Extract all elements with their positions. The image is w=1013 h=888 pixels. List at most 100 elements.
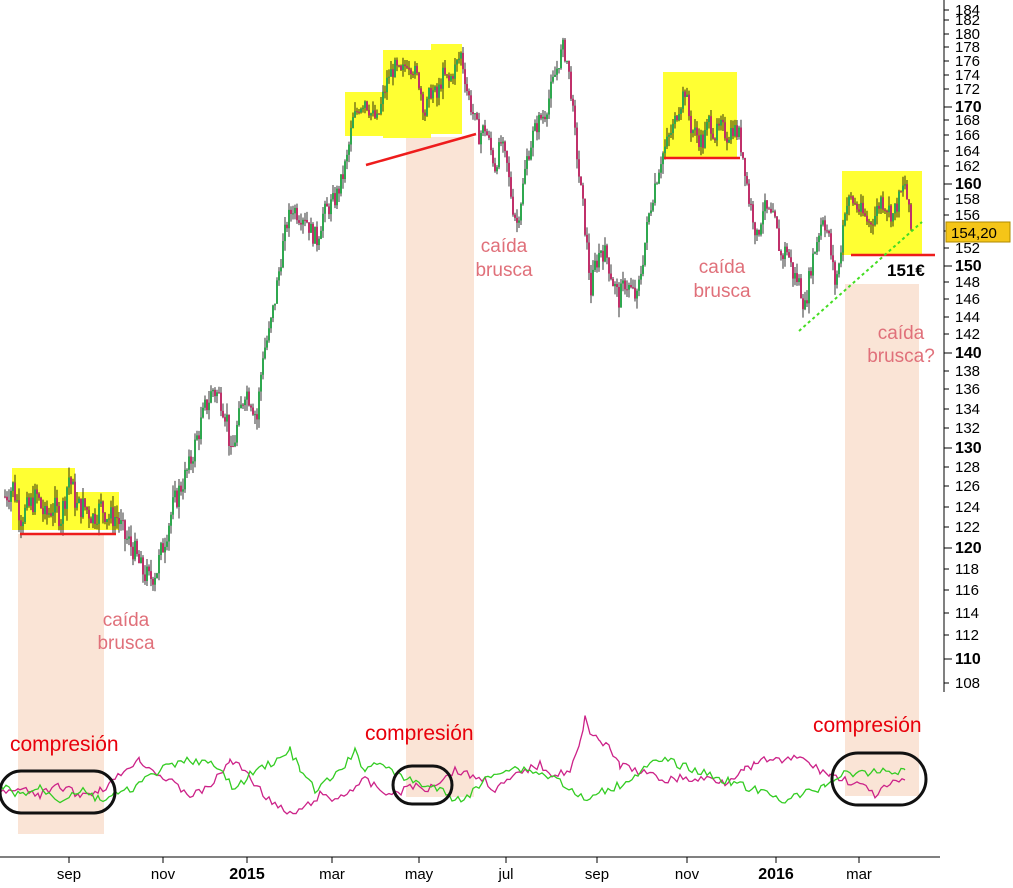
candle-body bbox=[108, 518, 110, 520]
candle-body bbox=[186, 469, 188, 471]
candle-body bbox=[288, 209, 290, 229]
candle-body bbox=[282, 241, 284, 268]
candle-body bbox=[98, 503, 100, 524]
candle-body bbox=[480, 133, 482, 145]
candle-body bbox=[666, 136, 668, 147]
candle-body bbox=[618, 287, 620, 308]
candle-body bbox=[450, 76, 452, 81]
candle-body bbox=[430, 88, 432, 99]
candle-body bbox=[686, 94, 688, 97]
candle-body bbox=[806, 300, 808, 304]
candle-body bbox=[132, 546, 134, 560]
candle-body bbox=[334, 193, 336, 206]
y-tick-label: 172 bbox=[955, 81, 980, 98]
candle-body bbox=[520, 203, 522, 221]
candle-body bbox=[792, 262, 794, 279]
last-price-marker: 154,20 bbox=[945, 221, 1011, 243]
candle-body bbox=[610, 273, 612, 279]
candle-body bbox=[486, 131, 488, 136]
candle-body bbox=[748, 183, 750, 204]
candle-body bbox=[684, 91, 686, 97]
y-tick-label: 108 bbox=[955, 675, 980, 692]
candle-body bbox=[676, 115, 678, 121]
candle-body bbox=[690, 115, 692, 134]
candle-body bbox=[350, 127, 352, 145]
candle-body bbox=[572, 98, 574, 106]
x-tick-label: mar bbox=[846, 866, 872, 883]
candle-body bbox=[742, 152, 744, 159]
candle-body bbox=[456, 60, 458, 65]
candle-body bbox=[466, 84, 468, 92]
candle-body bbox=[886, 210, 888, 213]
candle-body bbox=[190, 456, 192, 464]
candle-body bbox=[200, 417, 202, 440]
candle-body bbox=[336, 188, 338, 206]
candle-body bbox=[796, 273, 798, 283]
candle-body bbox=[504, 141, 506, 152]
y-tick-label: 178 bbox=[955, 39, 980, 56]
candle-body bbox=[216, 392, 218, 397]
candle-body bbox=[648, 213, 650, 223]
candle-body bbox=[194, 439, 196, 462]
y-tick-label: 132 bbox=[955, 420, 980, 437]
consolidation-box bbox=[12, 468, 75, 530]
candle-body bbox=[544, 116, 546, 120]
y-tick-label: 144 bbox=[955, 309, 980, 326]
candle-body bbox=[130, 536, 132, 547]
candle-body bbox=[860, 202, 862, 212]
y-tick-label: 124 bbox=[955, 499, 980, 516]
x-tick-label: 2016 bbox=[758, 866, 794, 883]
candle-body bbox=[454, 64, 456, 79]
candle-body bbox=[428, 88, 430, 99]
candle-body bbox=[416, 65, 418, 73]
candle-body bbox=[496, 167, 498, 172]
candle-body bbox=[896, 203, 898, 212]
x-tick-label: sep bbox=[57, 866, 81, 883]
candle-body bbox=[898, 191, 900, 212]
candle-body bbox=[58, 506, 60, 526]
candle-body bbox=[658, 172, 660, 184]
candle-body bbox=[786, 246, 788, 253]
candle-body bbox=[406, 66, 408, 68]
support-line bbox=[365, 132, 477, 167]
candle-body bbox=[54, 497, 56, 513]
candle-body bbox=[74, 481, 76, 508]
candle-body bbox=[182, 489, 184, 492]
y-tick-label: 146 bbox=[955, 291, 980, 308]
candle-body bbox=[606, 245, 608, 258]
candle-body bbox=[338, 188, 340, 194]
candle-body bbox=[394, 59, 396, 78]
candle-body bbox=[484, 125, 486, 132]
candle-body bbox=[244, 399, 246, 406]
candle-body bbox=[224, 417, 226, 422]
candle-body bbox=[782, 255, 784, 259]
candle-body bbox=[604, 245, 606, 262]
candle-body bbox=[400, 65, 402, 70]
candle-body bbox=[470, 95, 472, 113]
candle-body bbox=[436, 86, 438, 98]
candle-body bbox=[62, 501, 64, 524]
candle-body bbox=[118, 517, 120, 525]
candle-body bbox=[642, 264, 644, 274]
candle-body bbox=[538, 114, 540, 133]
candle-body bbox=[68, 477, 70, 488]
candle-body bbox=[72, 481, 74, 485]
drop-zone bbox=[18, 534, 104, 834]
candle-body bbox=[240, 404, 242, 409]
candle-body bbox=[488, 135, 490, 138]
candle-body bbox=[856, 203, 858, 210]
candle-body bbox=[564, 39, 566, 62]
candle-body bbox=[802, 298, 804, 310]
candle-body bbox=[732, 128, 734, 137]
candle-body bbox=[532, 130, 534, 148]
candle-body bbox=[154, 577, 156, 585]
y-tick-label: 120 bbox=[955, 540, 982, 557]
candle-body bbox=[700, 134, 702, 147]
candle-body bbox=[242, 404, 244, 406]
candle-body bbox=[40, 497, 42, 509]
candle-body bbox=[872, 224, 874, 226]
candle-body bbox=[834, 262, 836, 285]
candle-body bbox=[536, 123, 538, 133]
candle-body bbox=[754, 222, 756, 236]
candle-body bbox=[888, 205, 890, 213]
